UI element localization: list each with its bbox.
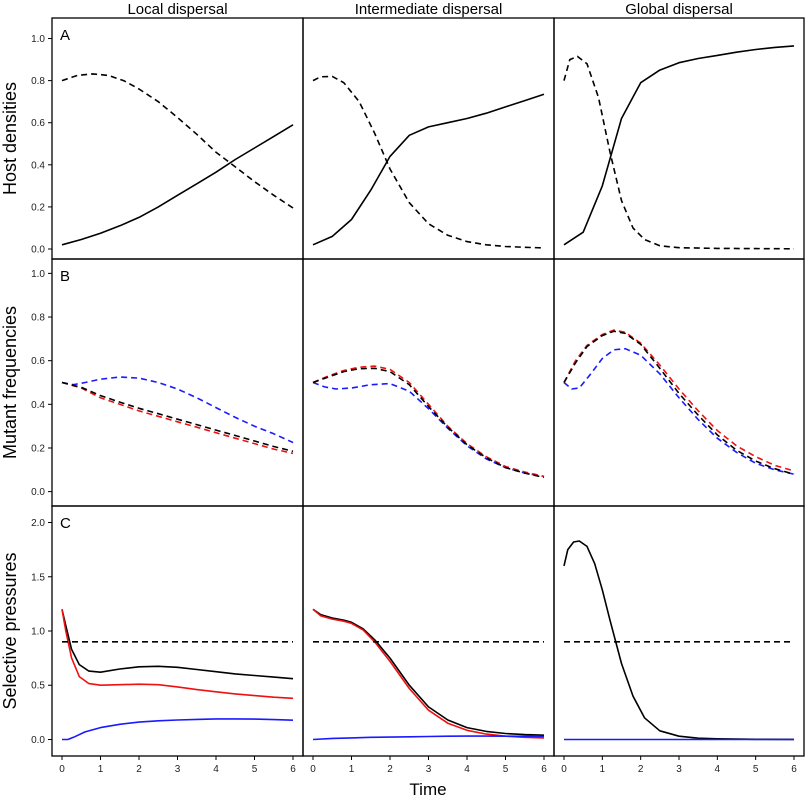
y-tick-label: 0.6 [31, 118, 45, 129]
y-tick-label: 1.5 [31, 572, 45, 583]
panel-c-1: C [51, 505, 304, 757]
x-tick-label: 2 [387, 764, 393, 775]
y-tick-label: 0.0 [31, 487, 45, 498]
x-tick-label: 1 [98, 764, 104, 775]
x-tick-label: 3 [426, 764, 432, 775]
y-tick-label: 0.6 [31, 356, 45, 367]
y-axis-label: Mutant frequencies [0, 306, 20, 459]
series-line [312, 367, 545, 479]
y-tick-label: 0.2 [31, 202, 45, 213]
panel-c-2 [302, 505, 555, 757]
panel-b-3 [553, 258, 805, 507]
row-labels: Host densities Mutant frequencies Selectiv… [0, 82, 20, 710]
x-tick-label: 0 [561, 764, 567, 775]
series-line [563, 45, 795, 246]
panel-frame [553, 17, 805, 260]
y-axis-label: Selective pressures [0, 552, 20, 709]
series-line [563, 330, 795, 475]
x-tick-label: 6 [791, 764, 797, 775]
series-line [61, 73, 294, 209]
column-title: Intermediate dispersal [355, 1, 503, 18]
x-tick-label: 5 [753, 764, 759, 775]
panel-frame [302, 505, 555, 757]
panel-frame [553, 258, 805, 507]
series-line [563, 347, 795, 475]
y-tick-label: 0.0 [31, 245, 45, 256]
panel-frame [553, 505, 805, 757]
panel-letter: C [60, 515, 71, 532]
x-tick-label: 4 [213, 764, 219, 775]
panel-a-1: A [51, 17, 304, 260]
x-tick-label: 3 [175, 764, 181, 775]
series-line [62, 718, 294, 741]
column-title: Local dispersal [127, 1, 227, 18]
panel-a-3 [553, 17, 805, 260]
y-tick-label: 0.2 [31, 443, 45, 454]
y-tick-label: 0.5 [31, 681, 45, 692]
y-tick-label: 2.0 [31, 518, 45, 529]
x-tick-label: 1 [600, 764, 606, 775]
series-line [61, 381, 294, 455]
x-tick-label: 0 [59, 764, 65, 775]
series-line [563, 55, 795, 250]
x-tick-label: 4 [464, 764, 470, 775]
y-tick-label: 1.0 [31, 269, 45, 280]
panel-b-1: B [51, 258, 304, 507]
y-tick-label: 0.4 [31, 400, 45, 411]
x-axis-label: Time [409, 780, 446, 799]
panel-b-2 [302, 258, 555, 507]
x-axis-ticks: 0 1 2 3 4 5 6 0 1 2 3 4 5 6 0 1 2 3 4 5 6 [59, 756, 797, 775]
x-tick-label: 5 [252, 764, 258, 775]
series-line [61, 381, 294, 453]
y-tick-label: 1.0 [31, 627, 45, 638]
series-line [312, 608, 545, 736]
x-tick-label: 0 [310, 764, 316, 775]
x-tick-label: 2 [136, 764, 142, 775]
series-line [312, 75, 545, 249]
panel-c-3 [553, 505, 805, 757]
series-line [563, 329, 795, 472]
panel-frame [51, 17, 304, 260]
y-axis-label: Host densities [0, 82, 20, 195]
column-title: Global dispersal [625, 1, 733, 18]
series-line [61, 609, 294, 700]
x-tick-label: 4 [715, 764, 721, 775]
y-tick-label: 0.0 [31, 735, 45, 746]
panel-frame [51, 505, 304, 757]
panel-letter: A [60, 27, 70, 44]
y-tick-label: 0.8 [31, 313, 45, 324]
panel-frame [302, 17, 555, 260]
series-line [312, 608, 545, 739]
x-tick-label: 1 [349, 764, 355, 775]
series-line [312, 365, 545, 478]
panel-frame [51, 258, 304, 507]
x-tick-label: 5 [503, 764, 509, 775]
series-line [61, 376, 294, 444]
series-line [312, 735, 545, 741]
y-tick-label: 1.0 [31, 34, 45, 45]
series-line [61, 124, 294, 246]
series-line [61, 609, 294, 680]
x-tick-label: 2 [638, 764, 644, 775]
series-line [312, 93, 545, 246]
x-tick-label: 3 [676, 764, 682, 775]
panel-a-2 [302, 17, 555, 260]
series-line [563, 540, 795, 741]
y-tick-label: 0.4 [31, 160, 45, 171]
x-tick-label: 6 [290, 764, 296, 775]
panel-grid: 0.0 0.2 0.4 0.6 0.8 1.0 A 0.0 0.2 0.4 0.6 0.8 1.0 B 0.… [31, 17, 805, 757]
series-line [312, 381, 545, 478]
y-tick-label: 0.8 [31, 76, 45, 87]
panel-letter: B [60, 268, 70, 285]
column-titles: Local dispersal Intermediate dispersal Glo… [127, 1, 732, 18]
x-tick-label: 6 [541, 764, 547, 775]
